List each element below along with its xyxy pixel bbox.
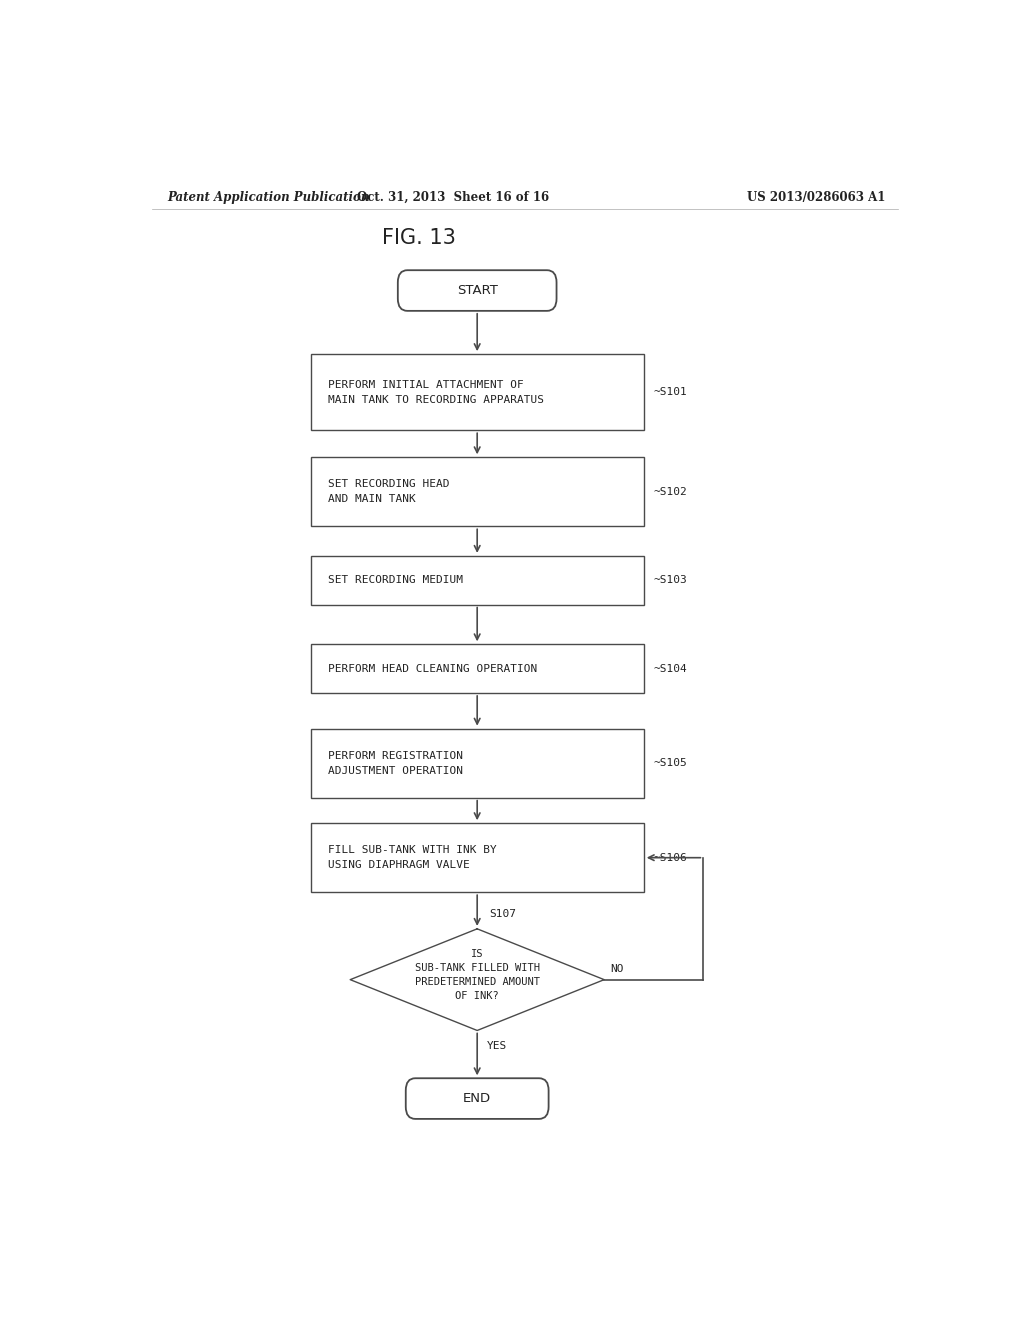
Text: PERFORM REGISTRATION
ADJUSTMENT OPERATION: PERFORM REGISTRATION ADJUSTMENT OPERATIO… <box>328 751 463 776</box>
Text: FIG. 13: FIG. 13 <box>382 227 456 248</box>
Text: ~S103: ~S103 <box>653 576 687 585</box>
FancyBboxPatch shape <box>406 1078 549 1119</box>
Text: ~S106: ~S106 <box>653 853 687 863</box>
Text: Patent Application Publication: Patent Application Publication <box>168 190 370 203</box>
Text: END: END <box>463 1092 492 1105</box>
Text: NO: NO <box>610 964 624 974</box>
Text: ~S102: ~S102 <box>653 487 687 496</box>
Bar <box>310 354 644 430</box>
Text: IS
SUB-TANK FILLED WITH
PREDETERMINED AMOUNT
OF INK?: IS SUB-TANK FILLED WITH PREDETERMINED AM… <box>415 949 540 1001</box>
Text: FILL SUB-TANK WITH INK BY
USING DIAPHRAGM VALVE: FILL SUB-TANK WITH INK BY USING DIAPHRAG… <box>328 845 497 870</box>
Text: PERFORM HEAD CLEANING OPERATION: PERFORM HEAD CLEANING OPERATION <box>328 664 538 673</box>
Bar <box>310 457 644 527</box>
Text: ~S101: ~S101 <box>653 387 687 397</box>
Text: PERFORM INITIAL ATTACHMENT OF
MAIN TANK TO RECORDING APPARATUS: PERFORM INITIAL ATTACHMENT OF MAIN TANK … <box>328 380 544 404</box>
Bar <box>310 556 644 605</box>
Bar <box>310 729 644 797</box>
Text: YES: YES <box>486 1040 507 1051</box>
Text: SET RECORDING HEAD
AND MAIN TANK: SET RECORDING HEAD AND MAIN TANK <box>328 479 450 504</box>
Text: Oct. 31, 2013  Sheet 16 of 16: Oct. 31, 2013 Sheet 16 of 16 <box>357 190 550 203</box>
FancyBboxPatch shape <box>397 271 557 312</box>
Bar <box>310 644 644 693</box>
Text: START: START <box>457 284 498 297</box>
Bar <box>310 824 644 892</box>
Text: ~S104: ~S104 <box>653 664 687 673</box>
Text: SET RECORDING MEDIUM: SET RECORDING MEDIUM <box>328 576 463 585</box>
Text: ~S105: ~S105 <box>653 758 687 768</box>
Text: US 2013/0286063 A1: US 2013/0286063 A1 <box>748 190 886 203</box>
Text: S107: S107 <box>489 908 516 919</box>
